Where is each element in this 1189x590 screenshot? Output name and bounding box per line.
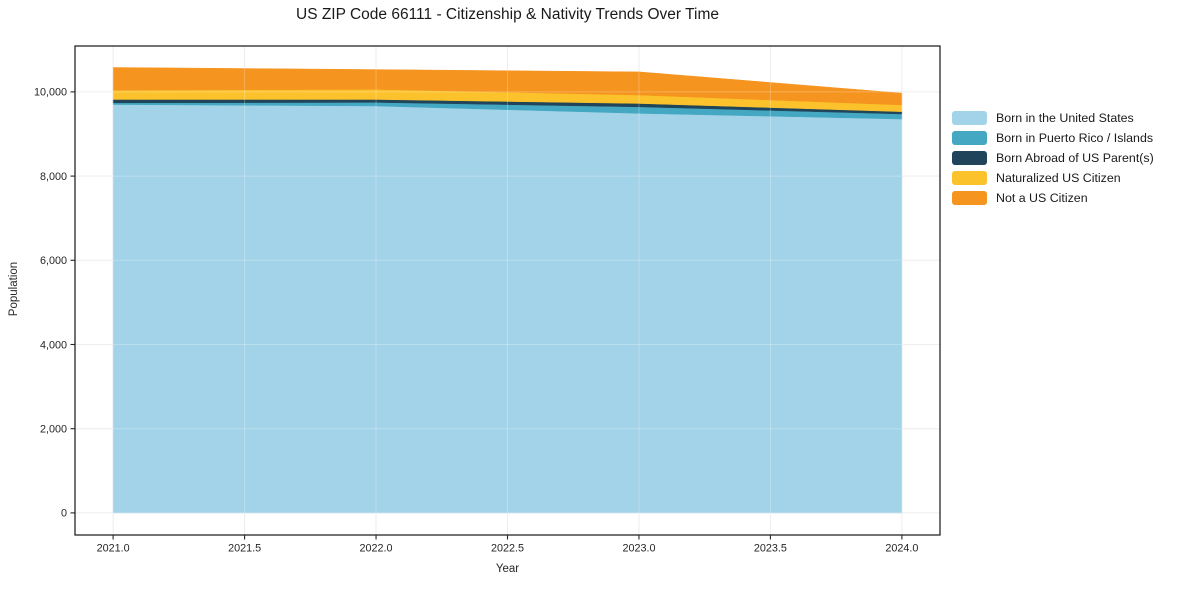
legend-swatch-icon — [952, 151, 987, 165]
x-axis-label: Year — [495, 563, 520, 575]
chart-title: US ZIP Code 66111 - Citizenship & Nativi… — [296, 6, 719, 23]
legend-label: Born in Puerto Rico / Islands — [996, 130, 1154, 145]
area-series-not-a-us-citizen — [112, 67, 903, 106]
x-tick-label: 2022.5 — [491, 543, 524, 555]
legend-item: Born in the United States — [952, 108, 1154, 128]
y-axis-label: Population — [8, 261, 20, 317]
legend-swatch-icon — [952, 191, 987, 205]
x-tick-label: 2021.5 — [228, 543, 261, 555]
y-tick-label: 8,000 — [40, 171, 67, 183]
legend-item: Not a US Citizen — [952, 188, 1154, 208]
legend: Born in the United States Born in Puerto … — [952, 108, 1154, 208]
y-tick-label: 4,000 — [40, 339, 67, 351]
legend-item: Naturalized US Citizen — [952, 168, 1154, 188]
legend-item: Born in Puerto Rico / Islands — [952, 128, 1154, 148]
x-tick-label: 2023.0 — [622, 543, 655, 555]
y-tick-label: 10,000 — [34, 87, 67, 99]
x-tick-label: 2022.0 — [360, 543, 393, 555]
legend-swatch-icon — [952, 131, 987, 145]
legend-label: Not a US Citizen — [996, 190, 1088, 205]
y-tick-label: 0 — [61, 508, 67, 520]
x-tick-label: 2023.5 — [754, 543, 787, 555]
x-tick-label: 2024.0 — [885, 543, 918, 555]
legend-swatch-icon — [952, 171, 987, 185]
x-tick-label: 2021.0 — [97, 543, 130, 555]
y-tick-label: 2,000 — [40, 423, 67, 435]
legend-label: Born in the United States — [996, 110, 1134, 125]
legend-item: Born Abroad of US Parent(s) — [952, 148, 1154, 168]
legend-label: Naturalized US Citizen — [996, 170, 1121, 185]
legend-label: Born Abroad of US Parent(s) — [996, 150, 1154, 165]
y-tick-label: 6,000 — [40, 255, 67, 267]
legend-swatch-icon — [952, 111, 987, 125]
